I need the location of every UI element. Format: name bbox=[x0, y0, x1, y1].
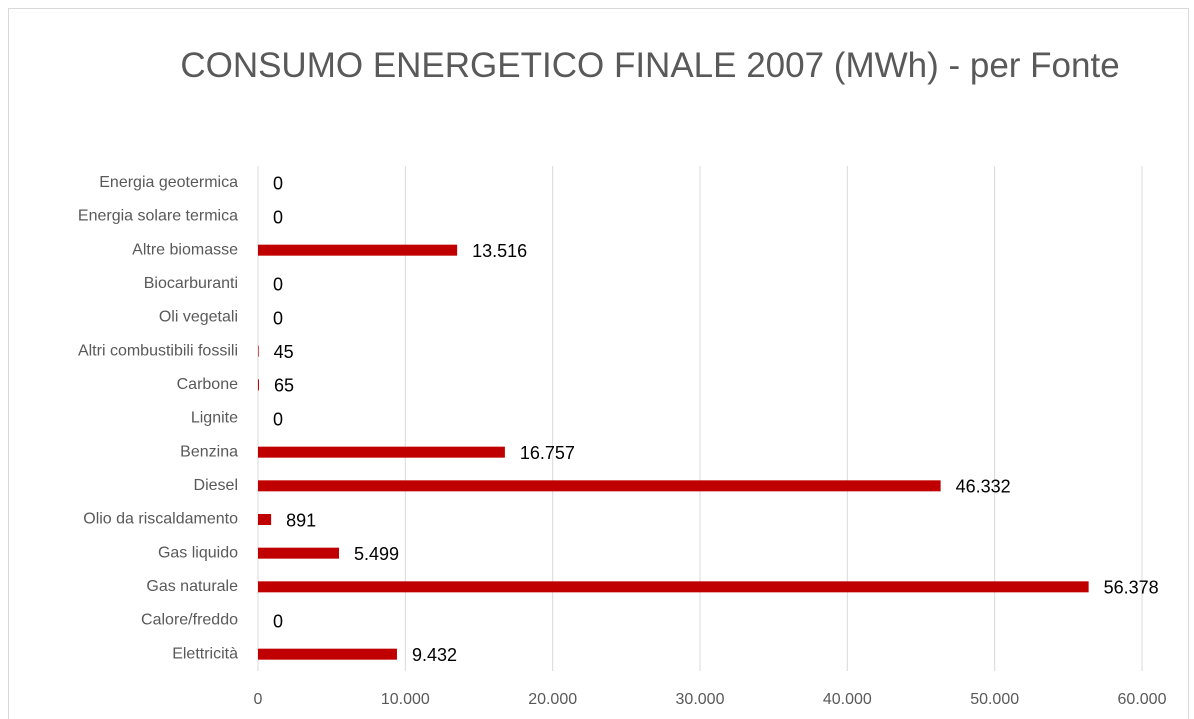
bar bbox=[258, 648, 397, 660]
y-tick-label: Energia solare termica bbox=[78, 208, 238, 225]
bar bbox=[258, 581, 1089, 593]
bar bbox=[258, 379, 259, 391]
x-tick-label: 50.000 bbox=[970, 691, 1019, 708]
bar bbox=[258, 244, 458, 256]
y-tick-label: Gas naturale bbox=[146, 578, 238, 595]
chart-title: CONSUMO ENERGETICO FINALE 2007 (MWh) - p… bbox=[180, 46, 1120, 85]
x-tick-label: 20.000 bbox=[528, 691, 577, 708]
value-label: 0 bbox=[273, 409, 283, 429]
value-label: 46.332 bbox=[956, 477, 1011, 497]
value-label: 13.516 bbox=[472, 241, 527, 261]
value-label: 16.757 bbox=[520, 443, 575, 463]
y-tick-label: Oli vegetali bbox=[159, 309, 238, 326]
y-tick-label: Biocarburanti bbox=[144, 275, 238, 292]
value-label: 0 bbox=[273, 207, 283, 227]
value-label: 0 bbox=[273, 308, 283, 328]
bar bbox=[258, 345, 259, 357]
y-tick-label: Altri combustibili fossili bbox=[78, 342, 238, 359]
x-tick-label: 40.000 bbox=[823, 691, 872, 708]
value-label: 891 bbox=[286, 510, 316, 530]
x-tick-label: 30.000 bbox=[676, 691, 725, 708]
bar bbox=[258, 514, 272, 525]
y-tick-label: Altre biomasse bbox=[132, 241, 238, 258]
value-label: 65 bbox=[274, 376, 294, 396]
y-tick-label: Energia geotermica bbox=[99, 174, 238, 191]
bar bbox=[258, 480, 941, 492]
y-tick-label: Benzina bbox=[180, 443, 238, 460]
y-tick-label: Lignite bbox=[191, 410, 238, 427]
y-tick-label: Gas liquido bbox=[158, 544, 238, 561]
y-tick-label: Elettricità bbox=[172, 645, 238, 662]
x-tick-label: 10.000 bbox=[381, 691, 430, 708]
value-label: 0 bbox=[273, 275, 283, 295]
bar bbox=[258, 446, 505, 458]
y-tick-label: Olio da riscaldamento bbox=[83, 511, 238, 528]
value-label: 5.499 bbox=[354, 544, 399, 564]
value-label: 0 bbox=[273, 174, 283, 194]
y-tick-label: Calore/freddo bbox=[141, 612, 238, 629]
value-label: 45 bbox=[274, 342, 294, 362]
y-tick-label: Diesel bbox=[194, 477, 238, 494]
bar bbox=[258, 547, 340, 559]
y-tick-label: Carbone bbox=[177, 376, 238, 393]
value-label: 56.378 bbox=[1104, 578, 1159, 598]
chart-border bbox=[8, 8, 1189, 719]
x-tick-label: 60.000 bbox=[1118, 691, 1167, 708]
value-label: 9.432 bbox=[412, 645, 457, 665]
x-tick-label: 0 bbox=[254, 691, 263, 708]
value-label: 0 bbox=[273, 611, 283, 631]
